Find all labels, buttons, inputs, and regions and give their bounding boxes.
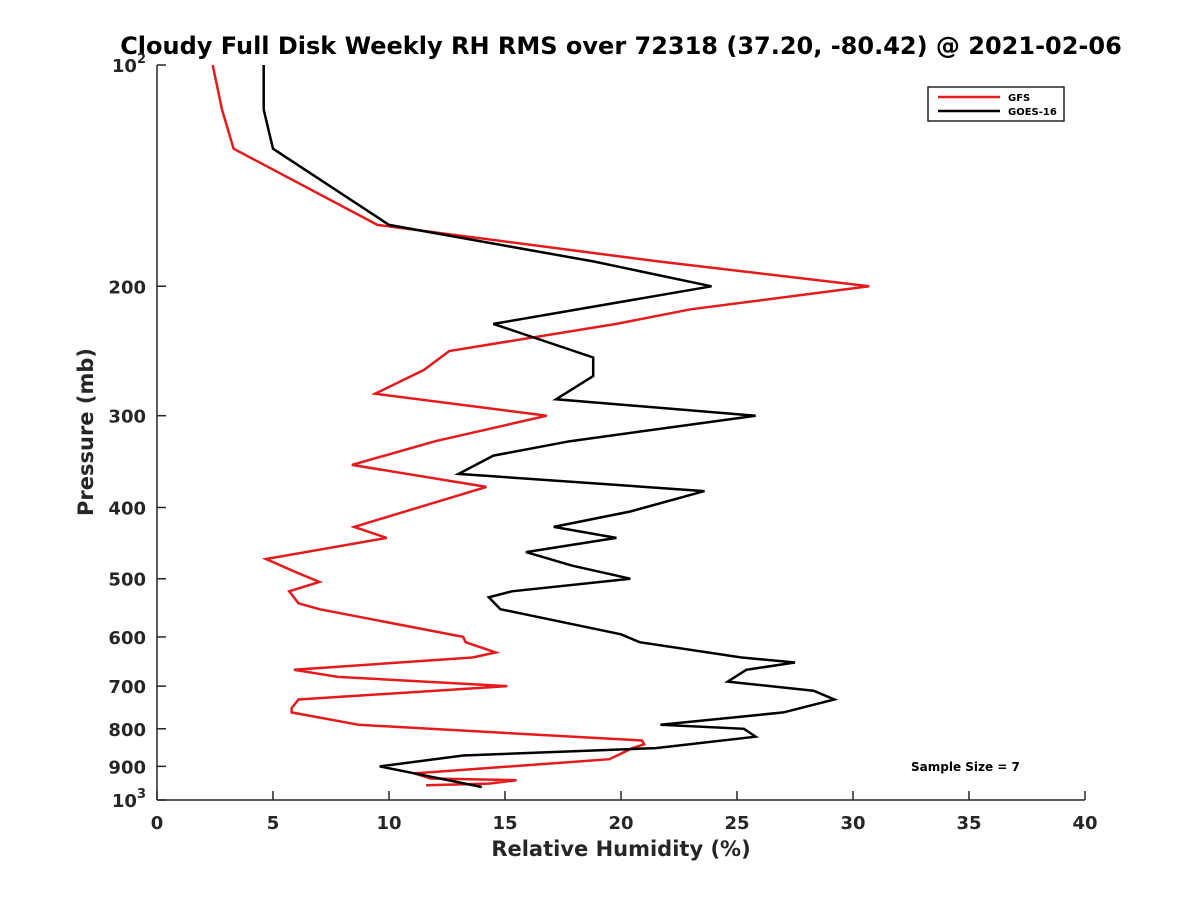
y-tick-label: 900 — [108, 757, 146, 778]
y-tick-label: 800 — [108, 720, 146, 741]
series-line-goes16 — [262, 65, 839, 789]
y-tick-label: 300 — [108, 407, 146, 428]
legend-label-gfs: GFS — [1008, 93, 1030, 104]
chart-title: Cloudy Full Disk Weekly RH RMS over 7231… — [120, 32, 1122, 60]
legend: GFS GOES-16 — [927, 86, 1065, 122]
x-tick-label: 25 — [724, 813, 749, 834]
axes: 0 5 10 15 20 25 30 35 40 102 200 300 400 500 600 700 800… — [108, 52, 1097, 834]
x-axis-label: Relative Humidity (%) — [491, 837, 750, 861]
x-tick-label: 20 — [608, 813, 633, 834]
x-tick-label: 30 — [840, 813, 865, 834]
y-tick-label: 500 — [108, 570, 146, 591]
y-tick-label: 700 — [108, 677, 146, 698]
y-tick-label: 400 — [108, 499, 146, 520]
x-tick-label: 35 — [956, 813, 981, 834]
series-line-gfs — [211, 64, 870, 787]
x-tick-label: 10 — [376, 813, 401, 834]
y-tick-label: 103 — [112, 787, 146, 812]
x-tick-label: 5 — [267, 813, 280, 834]
x-tick-label: 0 — [151, 813, 164, 834]
legend-label-goes16: GOES-16 — [1008, 107, 1057, 118]
plot-area — [211, 64, 870, 789]
x-tick-label: 15 — [492, 813, 517, 834]
y-axis-label: Pressure (mb) — [74, 348, 98, 516]
x-tick-label: 40 — [1072, 813, 1097, 834]
sample-size-annotation: Sample Size = 7 — [911, 760, 1020, 774]
y-tick-label: 600 — [108, 628, 146, 649]
y-tick-label: 102 — [112, 52, 146, 77]
y-tick-label: 200 — [108, 277, 146, 298]
legend-box — [927, 86, 1065, 122]
